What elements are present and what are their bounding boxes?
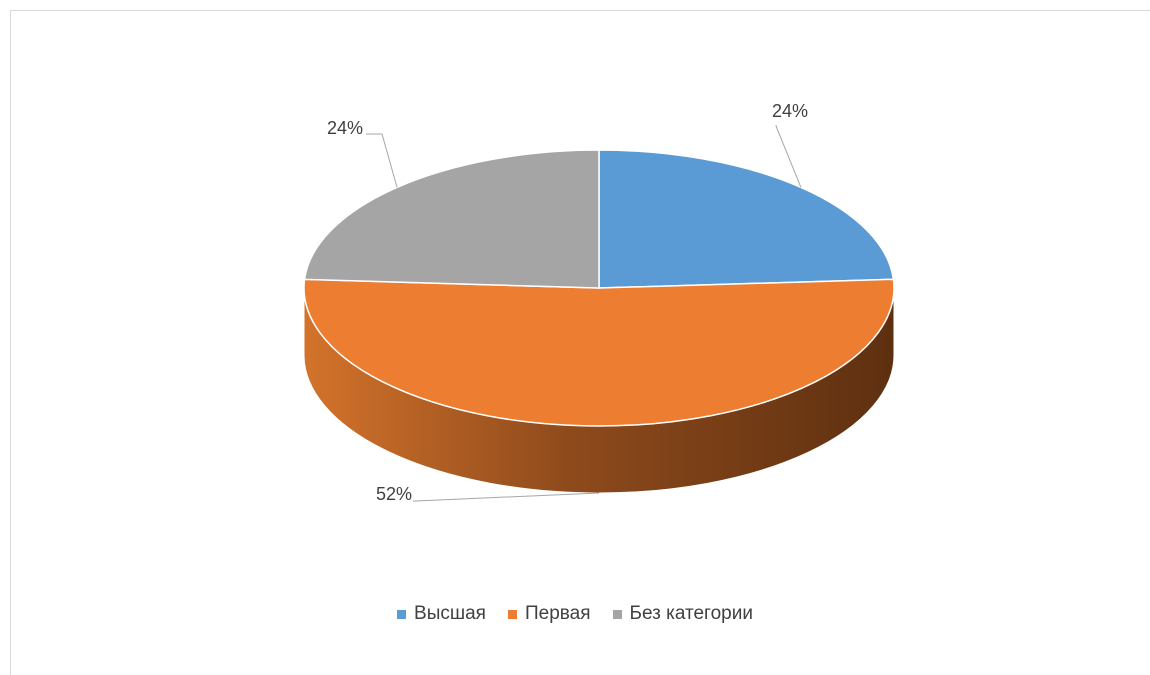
legend-label-1: Первая: [524, 603, 591, 624]
legend-swatch-0: [397, 609, 407, 619]
data-label-2: 24%: [327, 118, 363, 138]
legend-swatch-2: [612, 609, 622, 619]
pie-slice-2: [303, 149, 600, 289]
legend-item-1: Первая: [507, 603, 591, 625]
leader-line-0: [775, 125, 802, 188]
legend-label-2: Без категории: [629, 603, 753, 624]
leader-line-2: [366, 133, 398, 188]
pie-slice-1: [303, 278, 895, 427]
pie-slice-0: [598, 149, 895, 289]
legend-item-0: Высшая: [397, 603, 486, 625]
legend-label-0: Высшая: [414, 603, 486, 624]
data-label-0: 24%: [772, 101, 808, 121]
leader-line-1: [413, 492, 600, 502]
legend: Высшая Первая Без категории: [0, 603, 1150, 625]
data-label-1: 52%: [376, 484, 412, 504]
legend-item-2: Без категории: [612, 603, 753, 625]
legend-swatch-1: [507, 609, 517, 619]
